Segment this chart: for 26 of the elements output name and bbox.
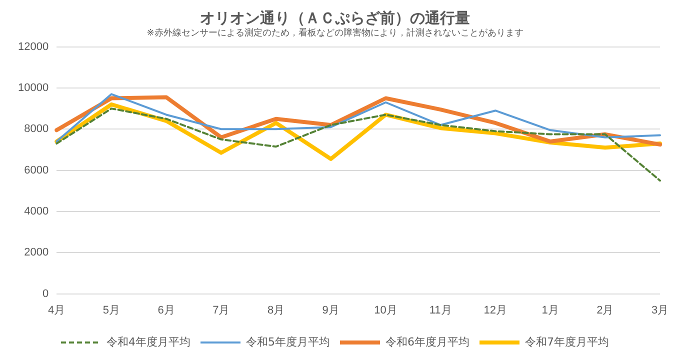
y-tick-label: 8000 <box>24 123 49 136</box>
x-tick-label: 11月 <box>429 304 452 316</box>
y-tick-label: 6000 <box>24 164 49 176</box>
x-tick-label: 7月 <box>212 304 230 316</box>
x-tick-label: 5月 <box>102 304 120 316</box>
x-tick-label: 2月 <box>596 304 614 316</box>
y-tick-label: 10000 <box>18 82 49 94</box>
chart-subtitle: ※赤外線センサーによる測定のため，看板などの障害物により，計測されないことがあります <box>146 28 524 39</box>
x-tick-label: 8月 <box>267 304 285 316</box>
legend-label: 令和6年度月平均 <box>386 335 470 348</box>
y-tick-label: 4000 <box>24 206 49 218</box>
x-tick-label: 9月 <box>322 304 340 316</box>
x-tick-label: 12月 <box>484 304 508 316</box>
chart-title: オリオン通り（ＡＣぷらざ前）の通行量 <box>200 8 470 27</box>
x-tick-label: 4月 <box>48 304 66 316</box>
y-tick-label: 2000 <box>24 246 49 259</box>
x-tick-label: 1月 <box>542 304 559 316</box>
line-series <box>56 108 661 182</box>
x-tick-label: 10月 <box>374 304 398 316</box>
y-tick-label: 0 <box>42 288 49 300</box>
y-tick-label: 12000 <box>18 40 49 53</box>
x-tick-label: 6月 <box>158 304 175 316</box>
legend-label: 令和4年度月平均 <box>106 335 191 348</box>
legend-label: 令和5年度月平均 <box>246 335 330 348</box>
legend-label: 令和7年度月平均 <box>525 335 609 348</box>
x-tick-label: 3月 <box>651 304 669 316</box>
